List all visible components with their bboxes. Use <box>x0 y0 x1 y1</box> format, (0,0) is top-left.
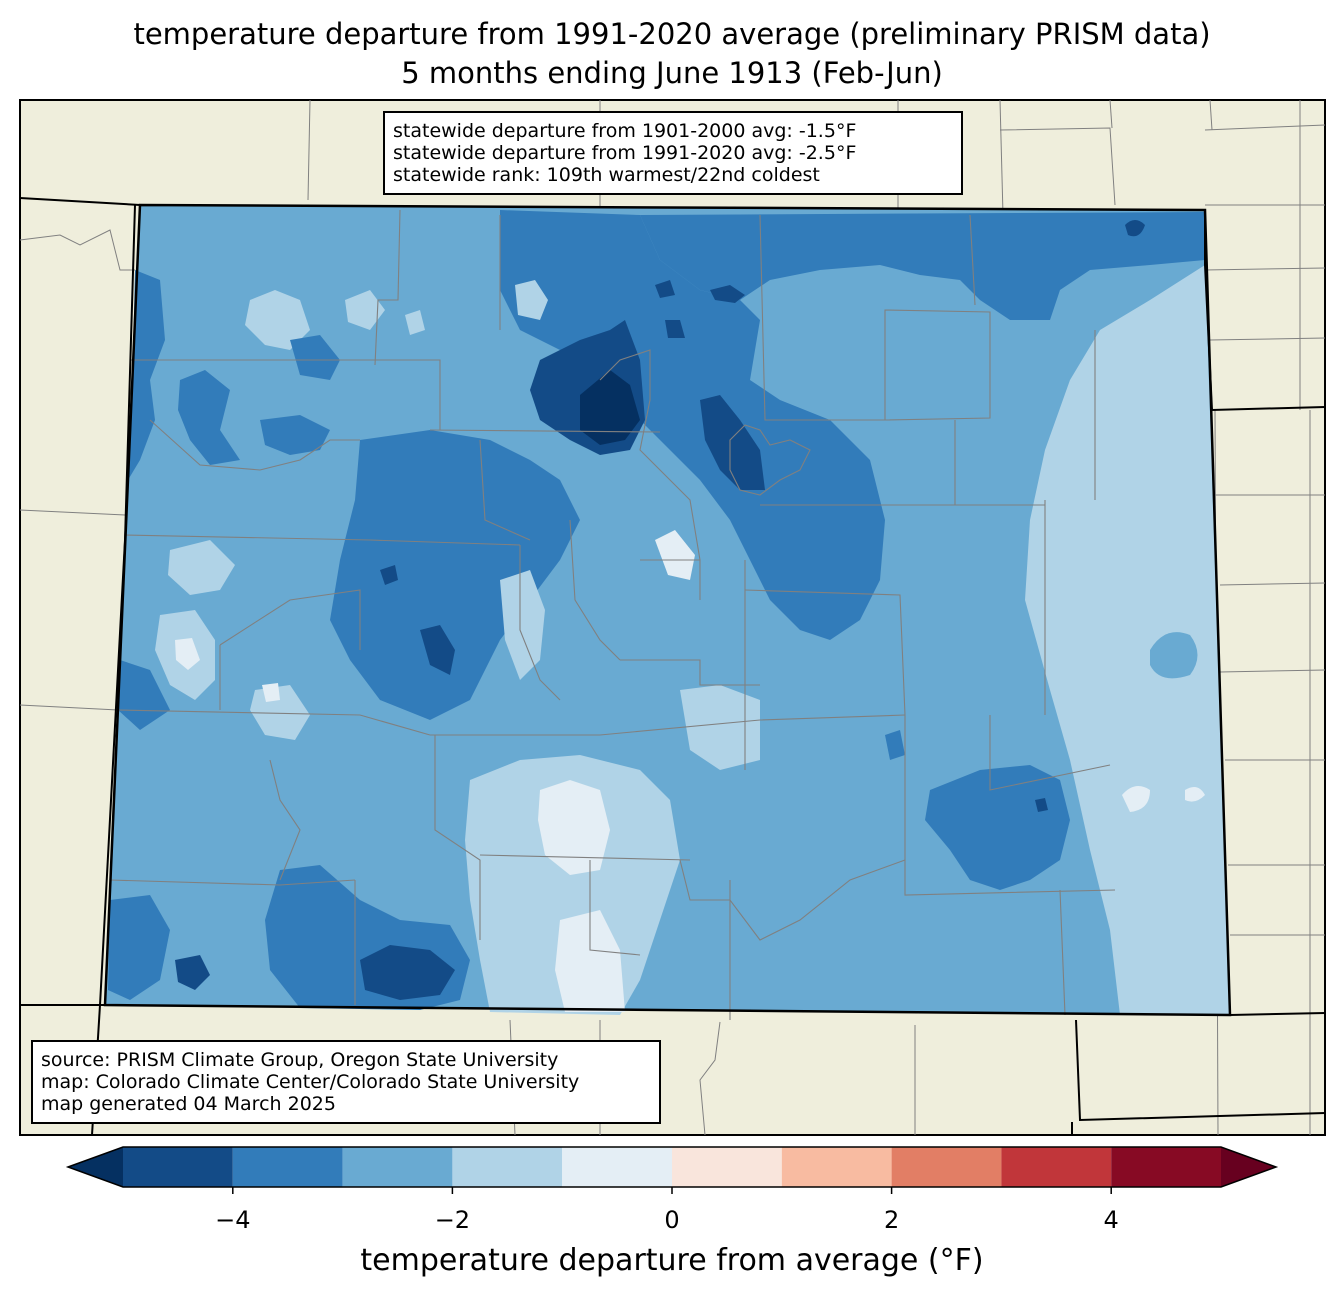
anomaly-region-sanluis-whitest <box>538 780 610 875</box>
colorbar-bin <box>672 1147 782 1187</box>
colorbar <box>65 1146 1279 1194</box>
colorbar-bin <box>562 1147 672 1187</box>
colorbar-label: temperature departure from average (°F) <box>360 1243 984 1278</box>
colorbar-tick-label: −2 <box>434 1206 471 1234</box>
anomaly-region-east <box>1025 265 1230 1015</box>
stats-line-1901-2000: statewide departure from 1901-2000 avg: … <box>393 120 857 142</box>
colorbar-tick-label: 2 <box>883 1206 900 1234</box>
source-line-map: map: Colorado Climate Center/Colorado St… <box>41 1071 580 1093</box>
anomaly-region-core-darkest <box>580 370 640 445</box>
anomaly-region-northeast-dark <box>1125 220 1145 237</box>
source-line-prism: source: PRISM Climate Group, Oregon Stat… <box>41 1049 559 1071</box>
anomaly-region-eastpatch <box>1150 632 1198 679</box>
source-line-generated: map generated 04 March 2025 <box>41 1093 336 1115</box>
colorbar-tick-label: −4 <box>215 1206 251 1234</box>
colorbar-bin <box>891 1147 1002 1187</box>
anomaly-region-northeast <box>640 212 1205 320</box>
anomaly-region-northwest-dark <box>128 270 165 480</box>
colorbar-tick-label: 4 <box>1103 1206 1119 1234</box>
colorbar-extend-high <box>1221 1147 1276 1187</box>
county-lines <box>109 209 1116 1020</box>
anomaly-region-southwest-darkest <box>360 945 455 1000</box>
anomaly-region-frontrange <box>500 210 885 640</box>
anomaly-region-northwest-light <box>245 290 310 350</box>
colorbar-bin <box>342 1147 453 1187</box>
colorbar-bin <box>781 1147 892 1187</box>
chart-title-line1: temperature departure from 1991-2020 ave… <box>133 17 1211 51</box>
anomaly-region-southeast-dark <box>925 765 1070 890</box>
anomaly-region-central <box>330 430 580 720</box>
colorbar-tick-label: 0 <box>664 1206 680 1234</box>
anomaly-region-eastwhite <box>1122 786 1205 812</box>
anomaly-region-west-whitest <box>175 638 200 670</box>
colorbar-bin <box>452 1147 563 1187</box>
colorbar-extend-low <box>68 1147 123 1187</box>
colorbar-bin <box>123 1147 233 1187</box>
anomaly-region-denver-dark <box>700 395 765 490</box>
colorbar-bin <box>232 1147 343 1187</box>
denver-metro-outline <box>729 424 811 496</box>
colorbar-bin <box>1111 1147 1221 1187</box>
statewide-stats-box: statewide departure from 1901-2000 avg: … <box>383 111 963 195</box>
stats-line-rank: statewide rank: 109th warmest/22nd colde… <box>393 164 820 186</box>
anomaly-region-sanluis-light <box>465 755 680 1015</box>
source-box: source: PRISM Climate Group, Oregon Stat… <box>31 1040 661 1124</box>
chart-title-line2: 5 months ending June 1913 (Feb-Jun) <box>401 56 943 90</box>
colorbar-outline <box>65 1146 1279 1188</box>
stats-line-1991-2020: statewide departure from 1991-2020 avg: … <box>393 142 857 164</box>
colorbar-bin <box>1001 1147 1112 1187</box>
map-panel <box>19 99 1326 1136</box>
